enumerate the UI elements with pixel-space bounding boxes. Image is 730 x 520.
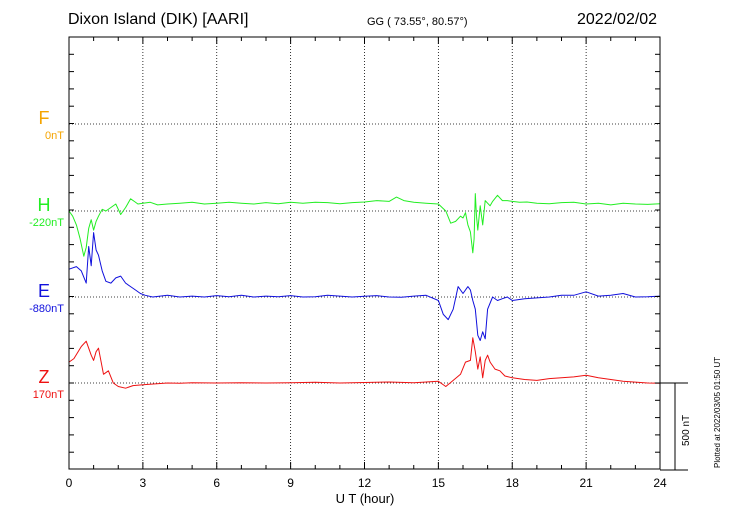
x-tick-label: 9 [287,476,294,490]
plot-frame [68,36,661,470]
component-letter-h: H [37,195,51,215]
x-tick-label: 3 [140,476,147,490]
x-tick-label: 0 [66,476,73,490]
x-axis-label: U T (hour) [336,491,395,506]
component-baseline-z: 170nT [32,389,64,401]
series-line-e [68,232,661,341]
component-letter-z: Z [38,367,50,387]
component-baseline-f: 0nT [45,130,64,142]
station-title: Dixon Island (DIK) [AARI] [68,11,249,28]
component-letter-f: F [38,108,50,128]
plotted-timestamp: Plotted at 2022/03/05 01:50 UT [713,356,722,468]
x-tick-label: 6 [213,476,220,490]
x-axis-ticks: 0 3 6 9 12 15 18 21 24 [66,476,667,490]
component-baseline-h: -220nT [29,217,64,229]
x-tick-label: 18 [506,476,520,490]
component-baseline-e: -880nT [29,303,64,315]
scale-bar-label: 500 nT [681,414,692,446]
date-label: 2022/02/02 [577,11,658,28]
scale-bar [660,382,688,471]
x-tick-label: 24 [653,476,667,490]
series-line-h [68,193,661,257]
series-traces [68,193,661,389]
series-line-z [68,337,661,389]
x-tick-label: 15 [432,476,446,490]
component-letter-e: E [37,281,50,301]
grid-lines [69,37,660,469]
x-tick-label: 21 [579,476,593,490]
x-tick-label: 12 [358,476,372,490]
coordinates-label: GG ( 73.55°, 80.57°) [367,16,468,28]
